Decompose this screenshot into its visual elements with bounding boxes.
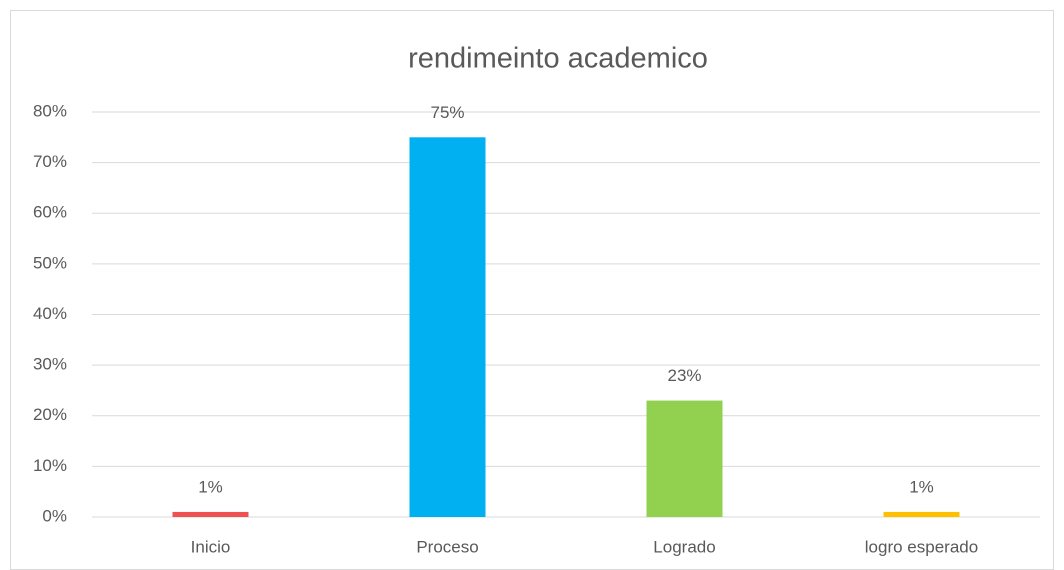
y-tick-label: 80% bbox=[33, 101, 67, 120]
y-tick-label: 40% bbox=[33, 304, 67, 323]
x-tick-label: Proceso bbox=[416, 537, 478, 556]
chart-title: rendimeinto academico bbox=[408, 43, 708, 75]
y-tick-label: 70% bbox=[33, 152, 67, 171]
bar bbox=[646, 400, 723, 517]
data-label: 23% bbox=[667, 366, 701, 385]
bar bbox=[883, 511, 960, 517]
y-tick-label: 20% bbox=[33, 405, 67, 424]
y-tick-label: 30% bbox=[33, 355, 67, 374]
chart-frame bbox=[10, 10, 1054, 570]
data-label: 1% bbox=[198, 477, 223, 496]
data-label: 75% bbox=[430, 103, 464, 122]
y-tick-label: 50% bbox=[33, 253, 67, 272]
bar bbox=[172, 511, 249, 517]
x-tick-label: logro esperado bbox=[865, 537, 978, 556]
x-tick-label: Inicio bbox=[191, 537, 231, 556]
data-label: 1% bbox=[909, 477, 934, 496]
y-tick-label: 0% bbox=[42, 506, 67, 525]
y-tick-label: 10% bbox=[33, 456, 67, 475]
bar bbox=[409, 137, 486, 517]
x-tick-label: Logrado bbox=[653, 537, 715, 556]
y-tick-label: 60% bbox=[33, 203, 67, 222]
